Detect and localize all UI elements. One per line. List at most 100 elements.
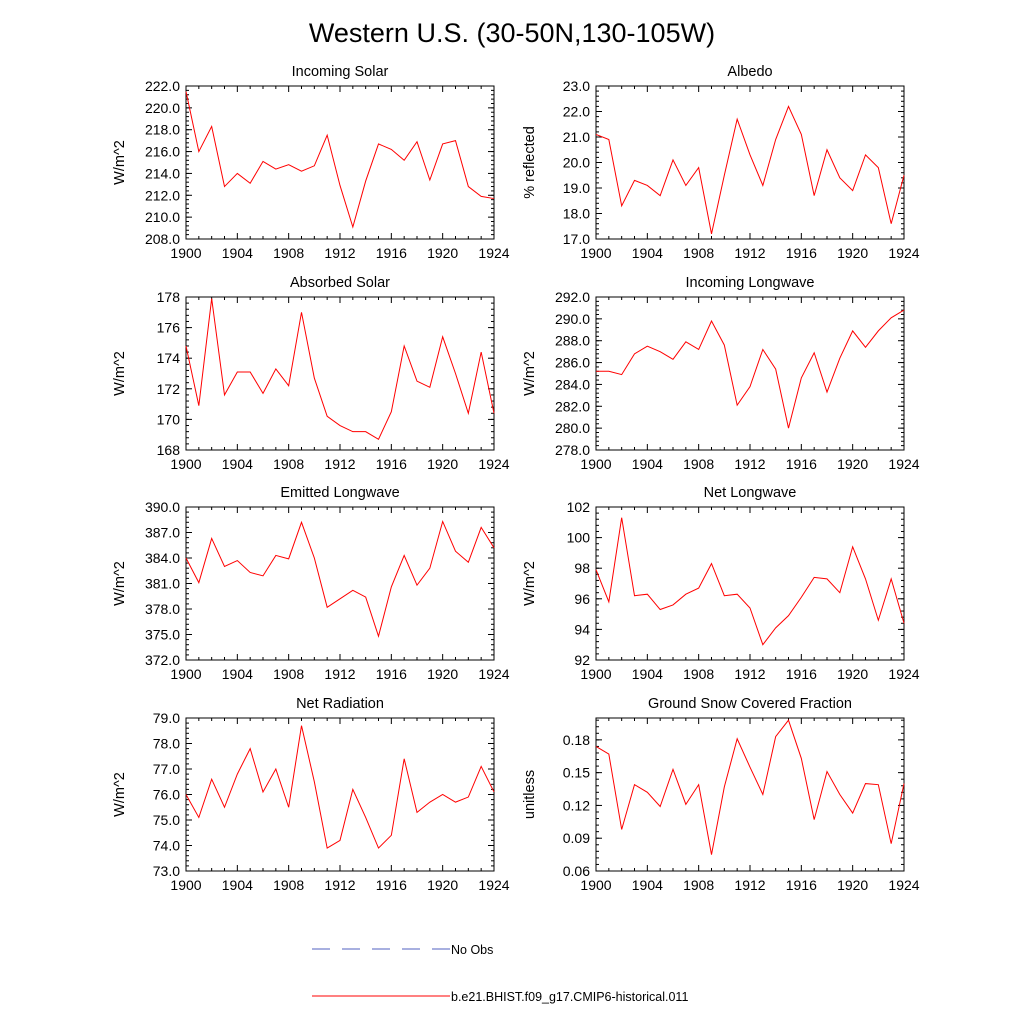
figure-title: Western U.S. (30-50N,130-105W) [309,18,715,48]
series-line-model [185,91,495,229]
series-line-model [185,298,495,441]
panel-7: Net Radiation W/m^2 1900 1904 1908 1912 1916 19… [112,696,510,893]
x-tick-label: 1900 [170,877,201,893]
y-tick-label: 222.0 [145,78,180,94]
plot-frame [595,296,905,451]
panel-title: Net Longwave [704,485,797,501]
y-axis-label: W/m^2 [112,772,128,817]
x-tick-label: 1908 [273,245,304,261]
plot-frame [595,506,905,661]
panel-2: Albedo % reflected 1900 1904 1908 1912 1916 192… [522,64,920,261]
y-axis-label: W/m^2 [112,561,128,606]
y-tick-label: 288.0 [555,333,590,349]
y-tick-label: 21.0 [563,129,590,145]
y-tick-label: 75.0 [153,812,180,828]
y-tick-label: 178 [157,289,181,305]
y-tick-label: 19.0 [563,180,590,196]
y-tick-label: 286.0 [555,355,590,371]
x-tick-label: 1900 [170,666,201,682]
x-tick-label: 1916 [786,666,817,682]
y-tick-label: 284.0 [555,376,590,392]
y-tick-label: 210.0 [145,209,180,225]
y-tick-label: 292.0 [555,289,590,305]
x-tick-label: 1916 [786,245,817,261]
y-tick-label: 22.0 [563,104,590,120]
panel-title: Absorbed Solar [290,275,390,291]
plot-frame [595,717,905,872]
x-tick-label: 1924 [888,877,919,893]
y-tick-label: 172 [157,381,181,397]
x-tick-label: 1912 [734,877,765,893]
plot-frame [185,717,495,872]
x-tick-label: 1908 [683,666,714,682]
y-tick-label: 208.0 [145,231,180,247]
y-tick-label: 282.0 [555,398,590,414]
plot-frame [595,85,905,240]
x-tick-label: 1916 [376,666,407,682]
y-tick-label: 290.0 [555,311,590,327]
x-tick-label: 1904 [632,456,663,472]
y-tick-label: 220.0 [145,100,180,116]
x-tick-label: 1904 [632,245,663,261]
y-tick-label: 102 [567,499,591,515]
y-tick-label: 278.0 [555,442,590,458]
x-tick-label: 1904 [222,245,253,261]
y-tick-label: 0.12 [563,797,590,813]
x-tick-label: 1908 [683,877,714,893]
panel-title: Ground Snow Covered Fraction [648,696,852,712]
x-tick-label: 1900 [580,456,611,472]
x-tick-label: 1924 [888,456,919,472]
y-axis-label: W/m^2 [522,351,538,396]
panel-title: Emitted Longwave [280,485,399,501]
y-tick-label: 17.0 [563,231,590,247]
y-tick-label: 387.0 [145,525,180,541]
x-tick-label: 1920 [427,666,458,682]
legend-label-obs: No Obs [451,943,493,957]
y-tick-label: 0.09 [563,830,590,846]
panel-5: Emitted Longwave W/m^2 1900 1904 1908 1912 191… [112,485,510,682]
y-tick-label: 79.0 [153,710,180,726]
x-tick-label: 1920 [837,877,868,893]
y-tick-label: 375.0 [145,627,180,643]
x-tick-label: 1904 [632,877,663,893]
y-tick-label: 98 [574,560,590,576]
x-tick-label: 1924 [478,877,509,893]
panel-title: Incoming Solar [292,64,389,80]
x-tick-label: 1912 [324,666,355,682]
x-tick-label: 1900 [580,666,611,682]
legend: No Obs b.e21.BHIST.f09_g17.CMIP6-histori… [312,943,688,1004]
x-tick-label: 1908 [683,245,714,261]
y-tick-label: 94 [574,621,590,637]
x-tick-label: 1904 [222,877,253,893]
x-tick-label: 1924 [888,245,919,261]
x-tick-label: 1912 [324,456,355,472]
y-axis-label: unitless [522,770,538,819]
x-tick-label: 1904 [222,666,253,682]
y-tick-label: 100 [567,530,591,546]
x-tick-label: 1900 [170,245,201,261]
y-tick-label: 78.0 [153,736,180,752]
series-line-model [595,517,905,646]
x-tick-label: 1912 [324,245,355,261]
y-tick-label: 73.0 [153,863,180,879]
series-line-model [185,519,495,638]
plot-frame [185,85,495,240]
y-tick-label: 214.0 [145,165,180,181]
y-axis-label: W/m^2 [522,561,538,606]
x-tick-label: 1900 [170,456,201,472]
y-tick-label: 0.15 [563,765,590,781]
y-tick-label: 216.0 [145,144,180,160]
y-axis-label: W/m^2 [112,140,128,185]
x-tick-label: 1924 [478,245,509,261]
series-line-model [595,105,905,235]
x-tick-label: 1912 [324,877,355,893]
y-tick-label: 96 [574,591,590,607]
y-tick-label: 168 [157,442,181,458]
y-axis-label: % reflected [522,126,538,199]
y-axis-label: W/m^2 [112,351,128,396]
x-tick-label: 1924 [888,666,919,682]
y-tick-label: 378.0 [145,601,180,617]
y-tick-label: 23.0 [563,78,590,94]
y-tick-label: 20.0 [563,155,590,171]
